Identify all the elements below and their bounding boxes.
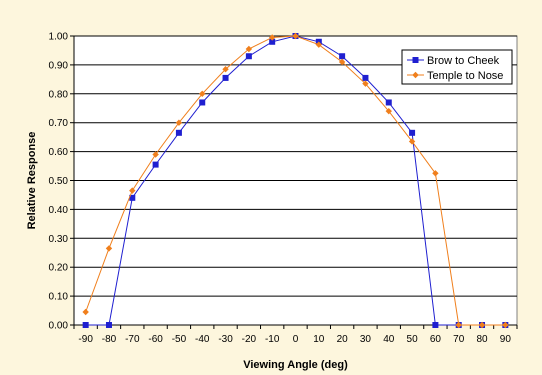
y-tick-label: 0.50 [49,176,69,187]
data-point [432,322,439,328]
legend-item: Brow to Cheek [407,55,500,67]
y-axis-ticks: 0.00 0.10 0.20 0.30 0.40 0.50 0.60 0.70 0.80 0.90… [49,32,74,332]
data-point [385,99,392,106]
data-point [245,53,252,60]
y-axis-title: Relative Response [26,132,38,230]
x-tick-label: 40 [383,334,395,345]
data-point [269,38,276,45]
data-point [152,161,159,168]
data-point [245,45,253,53]
data-point [105,245,113,252]
y-tick-label: 0.40 [49,205,69,216]
data-point [199,90,206,97]
x-axis-ticks: -90 -80 -70 -60 -50 -40 -30 -20 -10 0 10 20 30 40 50 60… [73,325,518,345]
x-tick-label: 20 [337,334,349,345]
x-tick-label: 30 [360,334,372,345]
data-point [82,308,89,316]
x-tick-label: 60 [430,334,442,345]
data-point [105,322,112,328]
x-tick-label: 70 [453,334,465,345]
data-point [175,129,182,136]
x-tick-label: 50 [407,334,419,345]
y-tick-label: 0.20 [49,263,69,274]
data-point [432,170,439,177]
legend-marker [412,57,419,63]
data-point [292,32,299,40]
data-point [222,74,229,81]
data-point [362,80,369,87]
legend-box [401,49,513,85]
y-tick-label: 1.00 [49,32,69,43]
x-tick-label: -70 [125,334,140,345]
legend: Brow to Cheek Temple to Nose [401,49,513,85]
data-point [82,322,89,328]
x-tick-label: -40 [195,334,210,345]
data-point [152,151,159,158]
y-tick-label: 0.00 [49,321,69,332]
x-tick-label: -60 [148,334,163,345]
series-temple-to-nose [82,32,509,329]
legend-marker [412,71,419,79]
legend-label: Temple to Nose [427,70,503,82]
x-tick-label: 90 [500,334,512,345]
legend-label: Brow to Cheek [427,55,500,67]
data-point [409,129,416,136]
data-point [478,321,486,329]
data-point [315,41,323,48]
data-point [338,58,346,66]
data-point [455,321,462,329]
y-tick-label: 0.10 [49,292,69,303]
x-tick-label: -10 [265,334,280,345]
y-tick-label: 0.70 [49,118,69,129]
y-tick-label: 0.80 [49,89,69,100]
series-layer [82,32,509,329]
data-point [129,194,136,201]
gridlines [73,35,517,326]
y-tick-label: 0.60 [49,147,69,158]
x-tick-label: -50 [172,334,187,345]
data-point [339,53,346,60]
x-tick-label: -90 [78,334,93,345]
x-tick-label: 0 [293,334,299,345]
data-point [268,34,276,41]
data-point [199,99,206,106]
data-point [385,107,392,115]
x-tick-label: -80 [102,334,117,345]
data-point [129,187,136,194]
x-tick-label: -20 [242,334,257,345]
data-point [222,66,229,73]
x-axis-title: Viewing Angle (deg) [243,359,348,371]
data-point [408,138,416,145]
legend-item: Temple to Nose [407,70,503,82]
data-point [175,119,183,126]
y-tick-label: 0.30 [49,234,69,245]
x-tick-label: -30 [218,334,233,345]
data-point [362,74,369,81]
data-point [502,321,509,329]
x-tick-label: 10 [313,334,325,345]
y-tick-label: 0.90 [49,60,69,71]
x-tick-label: 80 [476,334,488,345]
